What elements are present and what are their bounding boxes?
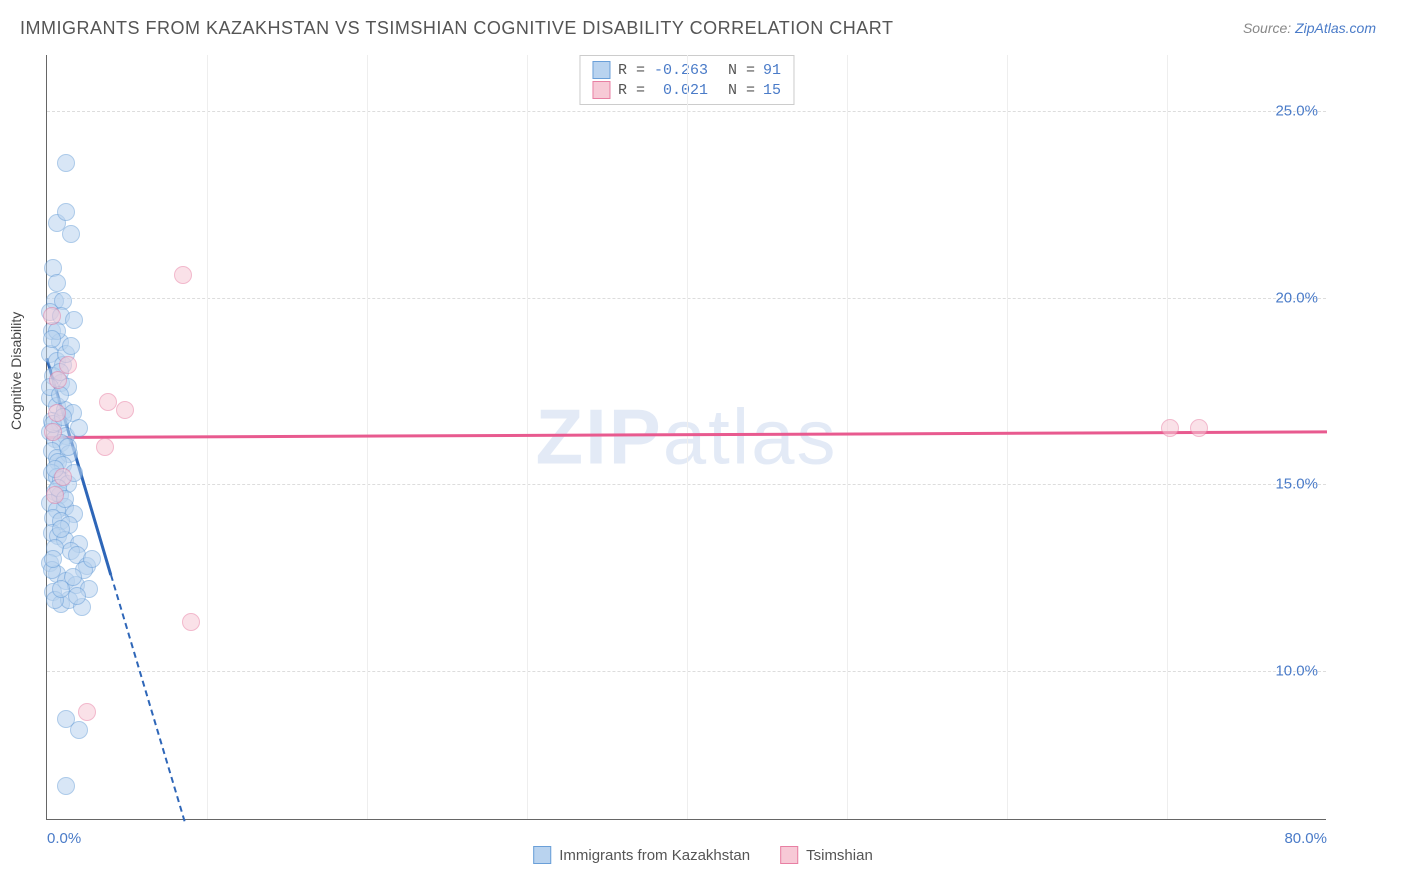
watermark-bold: ZIP [535, 393, 662, 481]
bottom-legend-item-1: Tsimshian [780, 846, 873, 864]
bottom-legend-label-0: Immigrants from Kazakhstan [559, 847, 750, 864]
scatter-marker [62, 225, 80, 243]
scatter-marker [48, 404, 66, 422]
legend-swatch-1 [592, 81, 610, 99]
legend-n-value-0: 91 [763, 62, 781, 79]
scatter-marker [48, 274, 66, 292]
scatter-marker [46, 486, 64, 504]
scatter-marker [43, 330, 61, 348]
gridline-v [1007, 55, 1008, 819]
scatter-marker [54, 468, 72, 486]
bottom-legend-swatch-0 [533, 846, 551, 864]
scatter-marker [70, 721, 88, 739]
y-tick-label: 25.0% [1275, 102, 1318, 119]
x-tick-label: 80.0% [1284, 830, 1327, 847]
scatter-marker [49, 371, 67, 389]
legend-n-label-1: N = [716, 82, 755, 99]
y-axis-label: Cognitive Disability [8, 312, 24, 430]
scatter-marker [52, 520, 70, 538]
scatter-marker [44, 550, 62, 568]
bottom-legend-swatch-1 [780, 846, 798, 864]
scatter-marker [65, 311, 83, 329]
bottom-legend: Immigrants from Kazakhstan Tsimshian [533, 846, 873, 864]
x-tick-label: 0.0% [47, 830, 81, 847]
legend-r-value-0: -0.263 [653, 62, 708, 79]
legend-r-label-1: R = [618, 82, 645, 99]
scatter-marker [1161, 419, 1179, 437]
y-tick-label: 10.0% [1275, 662, 1318, 679]
source-link[interactable]: ZipAtlas.com [1295, 20, 1376, 36]
gridline-v [687, 55, 688, 819]
scatter-marker [52, 580, 70, 598]
scatter-marker [57, 777, 75, 795]
scatter-marker [78, 703, 96, 721]
scatter-marker [62, 337, 80, 355]
scatter-marker [96, 438, 114, 456]
source-label: Source: [1243, 20, 1295, 36]
scatter-marker [116, 401, 134, 419]
scatter-marker [59, 438, 77, 456]
scatter-marker [99, 393, 117, 411]
gridline-v [527, 55, 528, 819]
trendline-dashed [110, 574, 186, 821]
y-tick-label: 20.0% [1275, 289, 1318, 306]
chart-plot-area: ZIPatlas R = -0.263 N = 91 R = 0.021 N =… [46, 55, 1326, 820]
scatter-marker [182, 613, 200, 631]
scatter-marker [57, 203, 75, 221]
scatter-marker [83, 550, 101, 568]
chart-title: IMMIGRANTS FROM KAZAKHSTAN VS TSIMSHIAN … [20, 18, 893, 39]
y-tick-label: 15.0% [1275, 476, 1318, 493]
source-attribution: Source: ZipAtlas.com [1243, 20, 1376, 36]
scatter-marker [70, 419, 88, 437]
legend-n-label-0: N = [716, 62, 755, 79]
gridline-v [847, 55, 848, 819]
scatter-marker [57, 154, 75, 172]
legend-r-value-1: 0.021 [653, 82, 708, 99]
legend-swatch-0 [592, 61, 610, 79]
scatter-marker [43, 307, 61, 325]
scatter-marker [44, 423, 62, 441]
bottom-legend-label-1: Tsimshian [806, 847, 873, 864]
scatter-marker [174, 266, 192, 284]
bottom-legend-item-0: Immigrants from Kazakhstan [533, 846, 750, 864]
watermark-light: atlas [663, 393, 838, 481]
legend-r-label-0: R = [618, 62, 645, 79]
legend-n-value-1: 15 [763, 82, 781, 99]
scatter-marker [1190, 419, 1208, 437]
scatter-marker [68, 587, 86, 605]
